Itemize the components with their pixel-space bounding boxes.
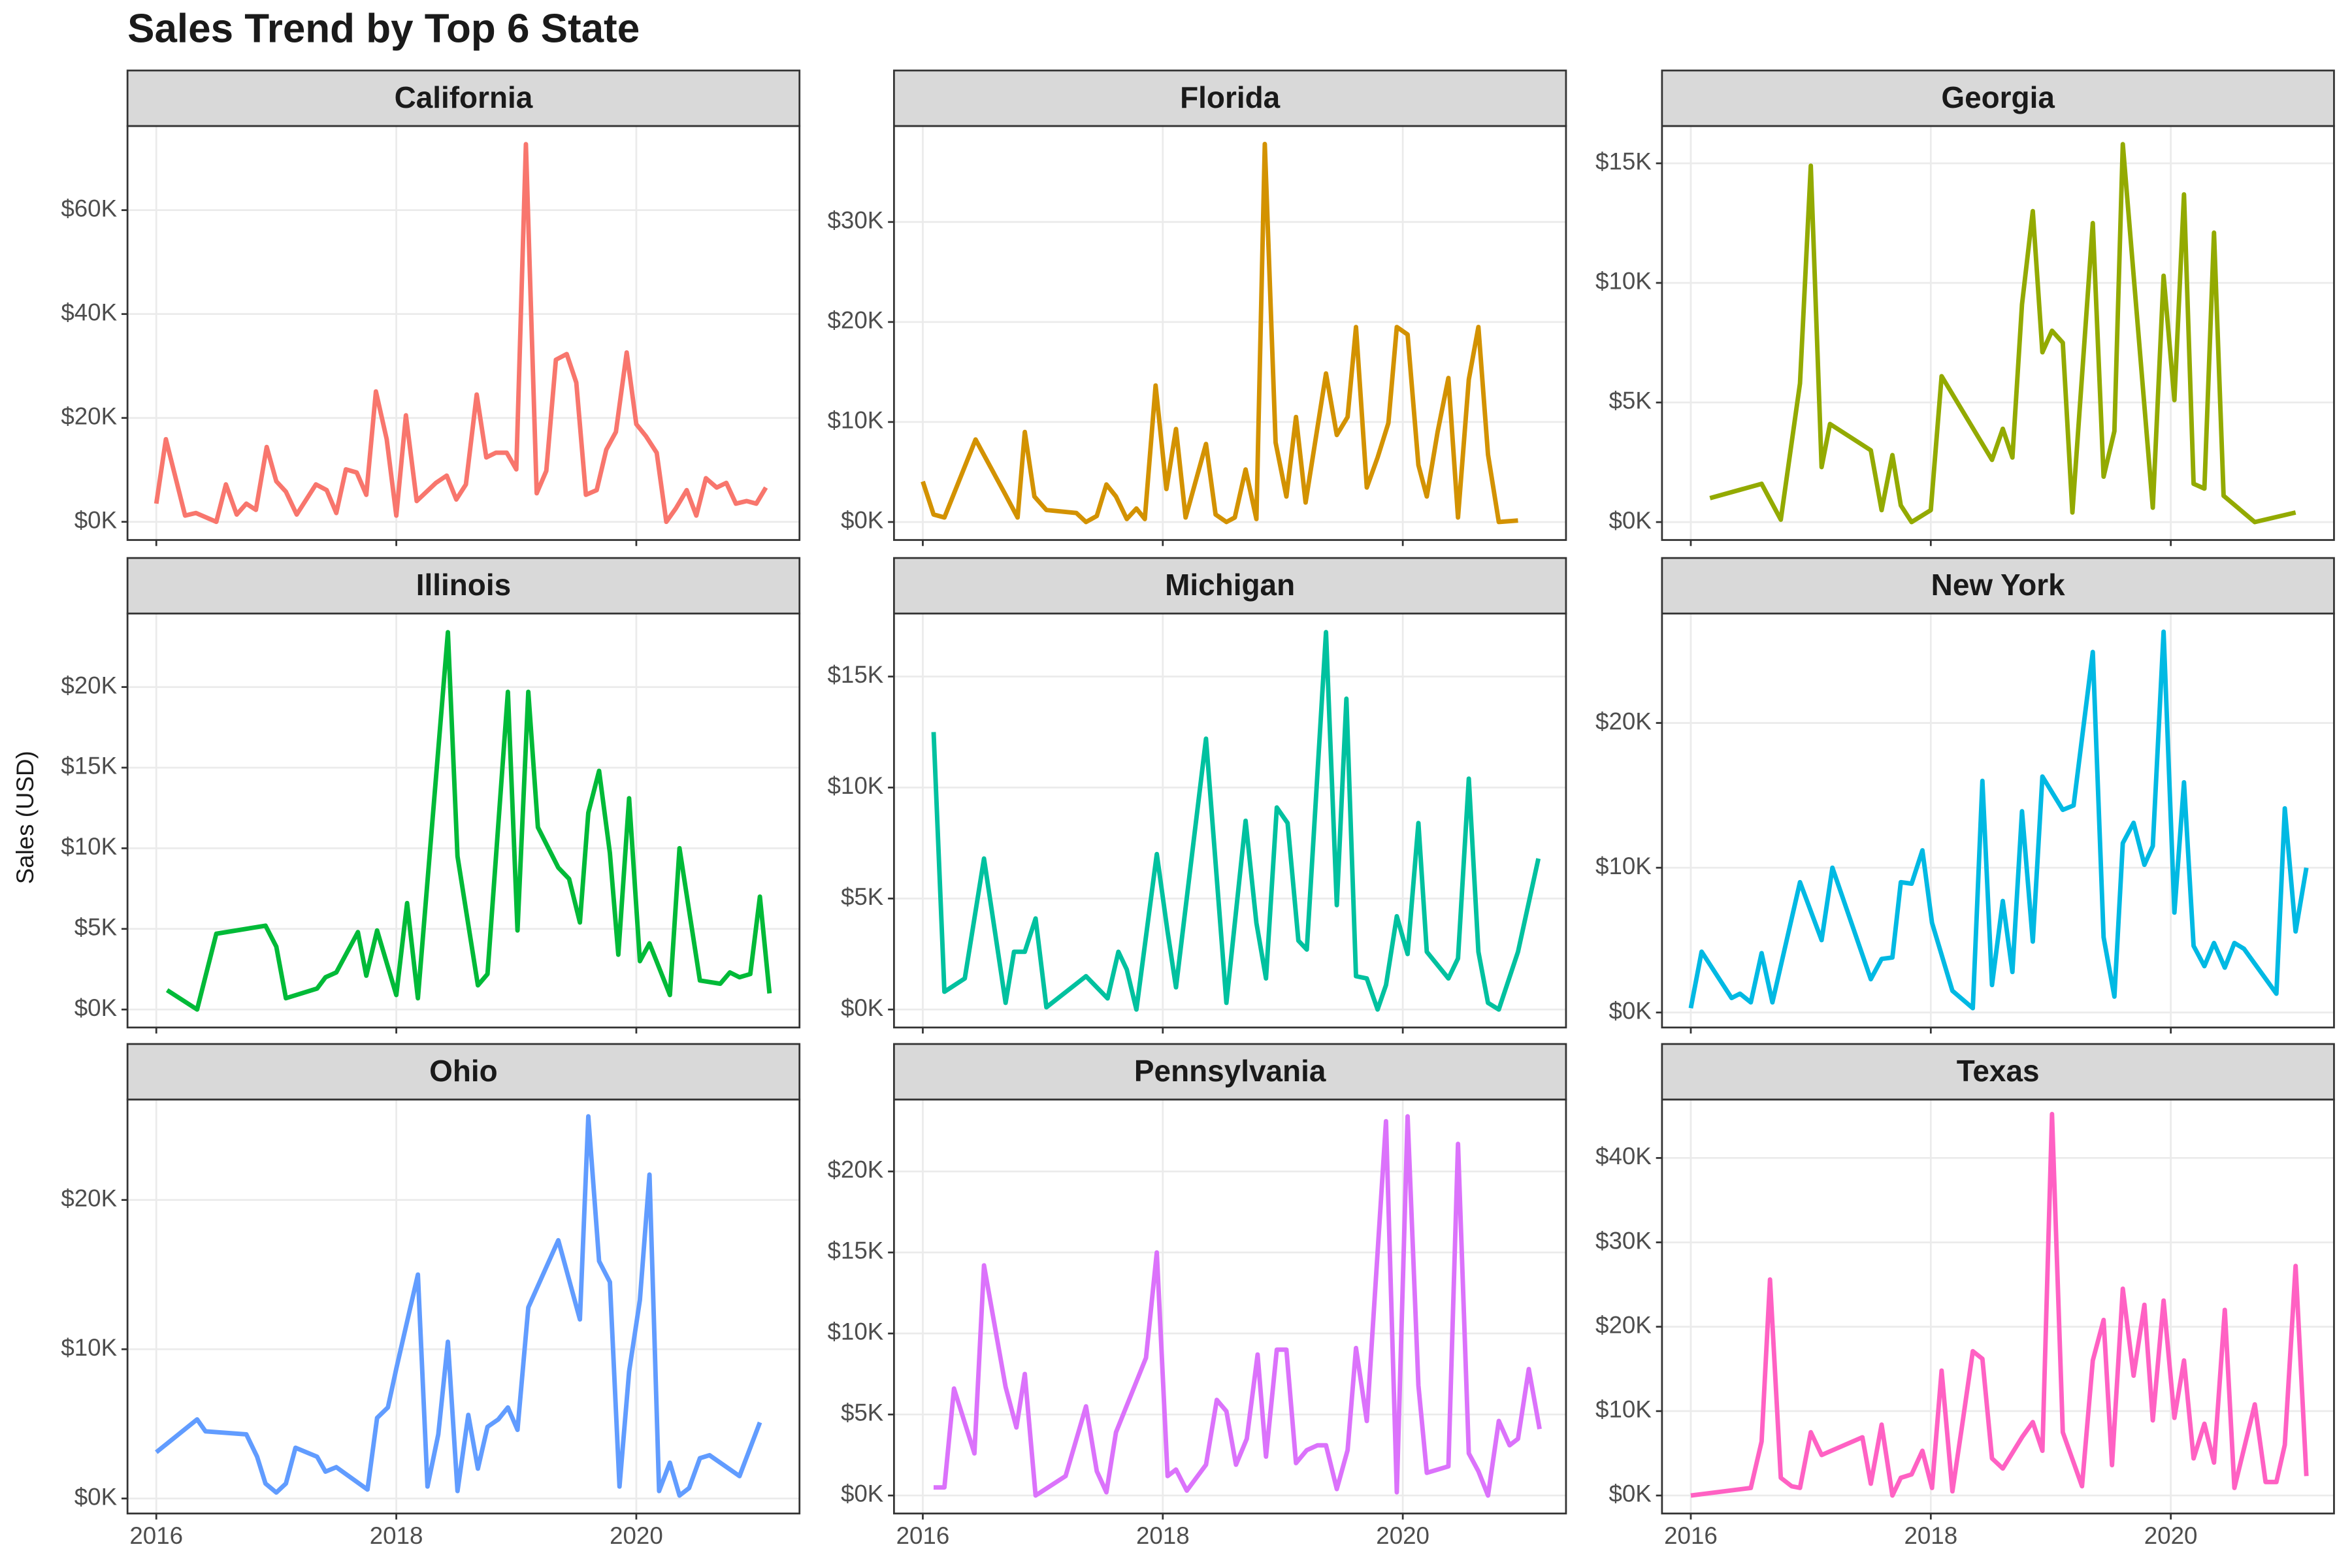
- y-tick-label: $15K: [1595, 148, 1652, 175]
- y-tick-label: $20K: [1595, 708, 1652, 734]
- y-tick-label: $10K: [61, 833, 117, 860]
- y-tick-label: $30K: [1595, 1227, 1652, 1254]
- series-line: [933, 1114, 1542, 1498]
- x-tick-label: 2016: [896, 1522, 950, 1549]
- y-tick-label: $5K: [841, 1399, 884, 1426]
- x-tick-label: 2020: [610, 1522, 663, 1549]
- facet-strip: [892, 69, 1567, 127]
- x-tick-label: 2020: [2144, 1522, 2198, 1549]
- x-tick-label: 2018: [1904, 1522, 1957, 1549]
- series-line: [1690, 1111, 2309, 1498]
- facet-title: Georgia: [1941, 80, 2055, 114]
- y-tick-label: $5K: [74, 913, 118, 940]
- panel-background: [127, 125, 800, 540]
- facet-title: Florida: [1180, 80, 1280, 114]
- y-tick-label: $60K: [61, 195, 117, 221]
- y-tick-label: $0K: [1609, 507, 1652, 534]
- y-tick-label: $0K: [1609, 997, 1652, 1024]
- x-tick-label: 2016: [1664, 1522, 1718, 1549]
- y-tick-label: $0K: [74, 1483, 118, 1510]
- y-tick-label: $10K: [1595, 268, 1652, 295]
- panel-background: [1661, 125, 2334, 540]
- y-tick-label: $20K: [61, 1184, 117, 1211]
- y-tick-label: $20K: [61, 672, 117, 698]
- y-tick-label: $20K: [1595, 1311, 1652, 1338]
- y-tick-label: $0K: [841, 994, 884, 1021]
- x-tick-label: 2018: [370, 1522, 423, 1549]
- facet-strip: [1661, 557, 2335, 615]
- facet-title: California: [395, 80, 533, 114]
- y-tick-label: $30K: [828, 207, 884, 234]
- y-tick-label: $10K: [1595, 1396, 1652, 1423]
- y-tick-label: $10K: [61, 1334, 117, 1361]
- facet-strip: [126, 557, 801, 615]
- y-tick-label: $0K: [74, 994, 118, 1021]
- series-line: [931, 630, 1541, 1012]
- y-tick-label: $40K: [1595, 1143, 1652, 1169]
- series-line: [921, 141, 1518, 525]
- y-tick-label: $0K: [841, 507, 884, 534]
- series-line: [155, 1114, 762, 1498]
- y-tick-label: $20K: [828, 307, 884, 334]
- y-tick-label: $5K: [841, 883, 884, 910]
- series-line: [1709, 142, 2296, 525]
- y-tick-label: $10K: [828, 772, 884, 799]
- panel-background: [1661, 1099, 2334, 1514]
- facet-title: Illinois: [416, 568, 511, 602]
- facet-strip: [892, 1043, 1567, 1101]
- x-tick-label: 2020: [1376, 1522, 1429, 1549]
- facet-strip: [1661, 69, 2335, 127]
- y-tick-label: $40K: [61, 299, 117, 325]
- y-tick-label: $0K: [1609, 1480, 1652, 1507]
- panel-background: [127, 613, 800, 1028]
- facet-strip: [1661, 1043, 2335, 1101]
- facet-title: Pennsylvania: [1134, 1054, 1326, 1088]
- facet-strip: [892, 557, 1567, 615]
- facet-strip: [126, 1043, 801, 1101]
- facet-title: Ohio: [429, 1054, 498, 1088]
- y-tick-label: $20K: [61, 402, 117, 429]
- x-tick-label: 2018: [1136, 1522, 1190, 1549]
- x-tick-label: 2016: [129, 1522, 183, 1549]
- facet-title: Texas: [1957, 1054, 2040, 1088]
- y-tick-label: $10K: [828, 407, 884, 434]
- y-tick-label: $15K: [61, 753, 117, 779]
- y-tick-label: $15K: [828, 1237, 884, 1264]
- y-tick-label: $15K: [828, 661, 884, 688]
- series-line: [165, 630, 772, 1012]
- chart-title: Sales Trend by Top 6 State: [127, 7, 640, 52]
- y-axis-label: Sales (USD): [12, 751, 39, 884]
- y-tick-label: $0K: [74, 506, 118, 533]
- y-tick-label: $10K: [828, 1318, 884, 1345]
- facet-title: New York: [1931, 568, 2065, 602]
- series-line: [154, 142, 768, 525]
- facet-strip: [126, 69, 801, 127]
- y-tick-label: $0K: [841, 1480, 884, 1507]
- series-line: [1688, 629, 2309, 1011]
- facet-title: Michigan: [1165, 568, 1295, 602]
- y-tick-label: $20K: [828, 1156, 884, 1183]
- y-tick-label: $10K: [1595, 853, 1652, 879]
- y-tick-label: $5K: [1609, 387, 1652, 414]
